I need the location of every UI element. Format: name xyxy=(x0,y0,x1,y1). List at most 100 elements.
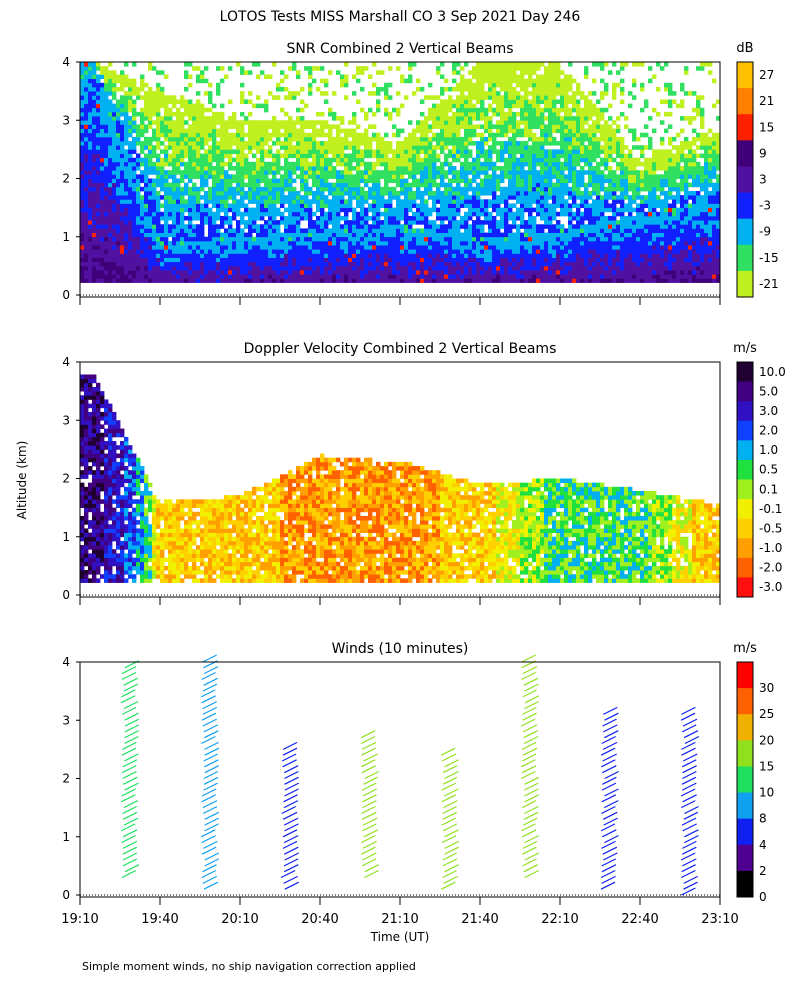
snr-cell xyxy=(368,149,373,154)
snr-cell xyxy=(120,111,125,117)
snr-cell xyxy=(212,111,217,117)
snr-cell xyxy=(356,136,361,142)
snr-cell xyxy=(188,245,193,250)
snr-cell xyxy=(84,128,89,134)
snr-cell xyxy=(248,178,253,184)
snr-cell xyxy=(192,124,197,129)
snr-cell xyxy=(516,236,521,242)
snr-cell xyxy=(108,270,113,275)
snr-cell xyxy=(188,253,193,258)
snr-cell xyxy=(176,145,181,150)
snr-cell xyxy=(460,199,465,204)
snr-cell xyxy=(84,245,89,250)
snr-cell xyxy=(328,145,333,150)
snr-cell xyxy=(372,124,377,129)
snr-cell xyxy=(504,62,509,67)
snr-cell xyxy=(460,232,465,238)
snr-cell xyxy=(508,111,513,117)
snr-cell xyxy=(432,207,437,213)
snr-cell xyxy=(288,149,293,154)
snr-cell xyxy=(116,116,121,121)
snr-cell xyxy=(376,182,381,188)
snr-cell xyxy=(372,203,377,209)
snr-cell xyxy=(456,232,461,238)
snr-cell xyxy=(504,253,509,258)
snr-cell xyxy=(360,66,365,71)
snr-cell xyxy=(208,124,213,129)
snr-cell xyxy=(80,132,85,138)
snr-cell xyxy=(160,124,165,129)
snr-cell xyxy=(316,195,321,200)
snr-cell xyxy=(384,132,389,138)
snr-cell xyxy=(188,186,193,192)
snr-cell xyxy=(392,166,397,171)
snr-cell xyxy=(500,62,505,67)
snr-cell xyxy=(100,66,105,71)
snr-cell xyxy=(300,199,305,204)
snr-cell xyxy=(104,153,109,159)
snr-cell xyxy=(548,228,553,233)
snr-cell xyxy=(216,261,221,267)
snr-cell xyxy=(80,124,85,129)
snr-cell xyxy=(232,257,237,263)
snr-cell xyxy=(408,136,413,142)
snr-cell xyxy=(536,66,541,71)
snr-cell xyxy=(132,203,137,209)
snr-cell xyxy=(124,132,129,138)
snr-cell xyxy=(492,141,497,146)
snr-cell xyxy=(204,170,209,175)
snr-cell xyxy=(144,249,149,254)
snr-cell xyxy=(104,120,109,125)
snr-cell xyxy=(320,261,325,267)
snr-cell xyxy=(136,141,141,146)
snr-cell xyxy=(188,170,193,175)
snr-cell xyxy=(304,174,309,179)
snr-cell xyxy=(368,270,373,275)
snr-cell xyxy=(356,170,361,175)
snr-cell xyxy=(452,166,457,171)
snr-cell xyxy=(336,157,341,163)
snr-cell xyxy=(368,261,373,267)
snr-cell xyxy=(416,215,421,221)
snr-cell xyxy=(528,253,533,258)
snr-cell xyxy=(108,224,113,229)
snr-cell xyxy=(192,153,197,159)
snr-cell xyxy=(392,236,397,242)
snr-cell xyxy=(112,136,117,142)
snr-cell xyxy=(536,253,541,258)
snr-cell xyxy=(224,161,229,167)
snr-cell xyxy=(524,91,529,96)
snr-cell xyxy=(80,265,85,271)
snr-cell xyxy=(276,161,281,167)
snr-cell xyxy=(104,240,109,246)
snr-cell xyxy=(412,153,417,159)
snr-cell xyxy=(400,215,405,221)
snr-cell xyxy=(184,136,189,142)
snr-cell xyxy=(312,190,317,196)
snr-cell xyxy=(140,95,145,100)
snr-cell xyxy=(136,95,141,100)
snr-cell xyxy=(156,253,161,258)
snr-cell xyxy=(212,224,217,229)
snr-cell xyxy=(508,249,513,254)
snr-cell xyxy=(260,270,265,275)
snr-cell xyxy=(496,278,501,283)
snr-cell xyxy=(292,270,297,275)
snr-cell xyxy=(248,261,253,267)
snr-cell xyxy=(260,265,265,271)
snr-cell xyxy=(340,186,345,192)
snr-cell xyxy=(188,124,193,129)
snr-cell xyxy=(404,220,409,225)
snr-cell xyxy=(288,178,293,184)
snr-cell xyxy=(464,224,469,229)
snr-cell xyxy=(480,220,485,225)
snr-cell xyxy=(372,232,377,238)
snr-cell xyxy=(312,261,317,267)
snr-cell xyxy=(208,153,213,159)
snr-cell xyxy=(96,82,101,88)
snr-cell xyxy=(468,141,473,146)
snr-cell xyxy=(532,149,537,154)
snr-cell xyxy=(128,249,133,254)
snr-cell xyxy=(344,82,349,88)
snr-cell xyxy=(288,245,293,250)
